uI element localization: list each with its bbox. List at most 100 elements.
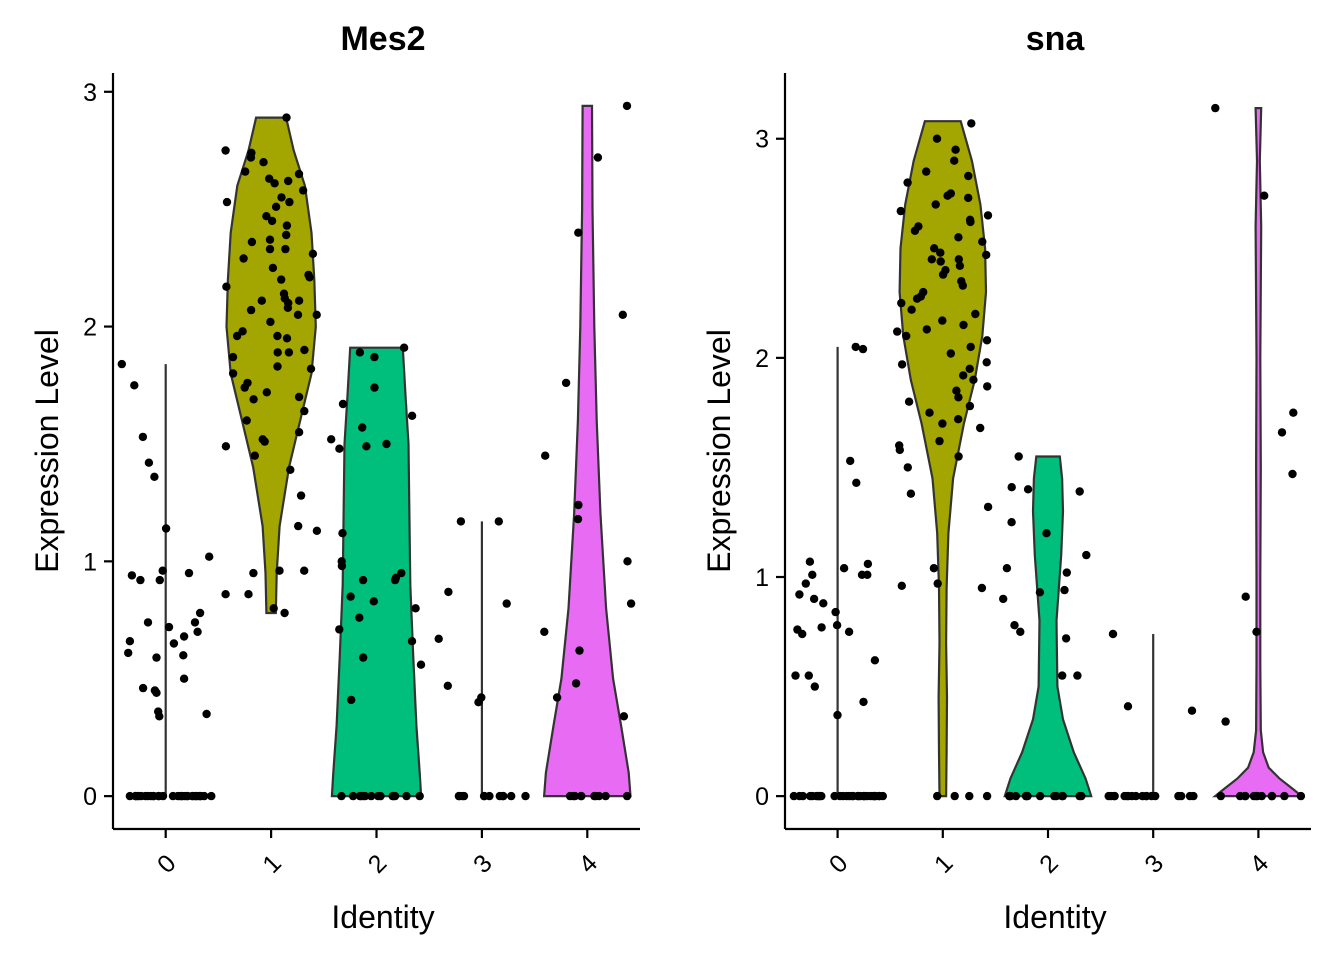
data-point xyxy=(480,791,489,801)
data-point xyxy=(138,432,148,442)
data-point xyxy=(232,331,242,341)
y-tick-label: 0 xyxy=(83,783,97,811)
data-point xyxy=(152,688,161,697)
data-point xyxy=(282,221,292,230)
data-point xyxy=(622,101,632,111)
data-point xyxy=(839,564,849,573)
data-point xyxy=(397,568,406,578)
data-point xyxy=(1289,408,1298,417)
data-point xyxy=(228,352,238,362)
data-point xyxy=(903,178,912,187)
data-point xyxy=(282,334,292,343)
data-point xyxy=(444,587,453,597)
data-point xyxy=(247,237,257,247)
data-point xyxy=(1050,791,1059,801)
data-point xyxy=(577,791,586,801)
violin-2 xyxy=(1003,455,1093,798)
data-point xyxy=(938,419,947,428)
data-point xyxy=(863,559,873,569)
data-point xyxy=(1058,671,1067,680)
data-point xyxy=(155,712,164,721)
data-point xyxy=(164,622,174,632)
data-point xyxy=(296,491,306,500)
x-tick-label: 2 xyxy=(363,849,393,879)
data-point xyxy=(789,791,799,801)
data-point xyxy=(969,375,978,384)
data-point xyxy=(152,653,161,662)
data-point xyxy=(931,200,940,209)
data-point xyxy=(195,608,205,618)
data-point xyxy=(205,552,214,561)
x-tick-label: 2 xyxy=(1034,849,1064,879)
data-point xyxy=(1108,629,1118,639)
data-point xyxy=(202,709,211,719)
data-point xyxy=(922,167,931,176)
data-point xyxy=(370,352,379,362)
data-point xyxy=(306,364,316,373)
data-point xyxy=(798,791,808,801)
y-tick-label: 3 xyxy=(755,126,769,154)
data-point xyxy=(207,791,216,801)
data-point xyxy=(817,791,826,801)
data-point xyxy=(117,359,127,369)
data-point xyxy=(305,273,314,282)
data-point xyxy=(502,599,511,608)
data-point xyxy=(268,263,278,273)
x-tick-label: 0 xyxy=(824,849,854,879)
data-point xyxy=(294,428,304,437)
data-point xyxy=(906,489,916,498)
data-point xyxy=(1006,791,1015,801)
data-point xyxy=(294,169,304,179)
data-point xyxy=(1110,791,1119,801)
data-point xyxy=(308,249,318,258)
data-point xyxy=(285,197,294,207)
data-point xyxy=(273,348,282,357)
data-point xyxy=(273,331,282,341)
data-point xyxy=(127,571,137,580)
data-point xyxy=(298,186,308,195)
data-point xyxy=(565,791,575,801)
data-point xyxy=(238,327,247,336)
data-point xyxy=(362,442,371,451)
data-point xyxy=(390,575,400,585)
data-point xyxy=(249,568,258,578)
data-point xyxy=(277,275,286,284)
data-point xyxy=(952,386,961,395)
data-point xyxy=(260,437,269,446)
data-point xyxy=(954,415,963,424)
data-point xyxy=(958,281,967,290)
data-point xyxy=(954,233,963,242)
data-point xyxy=(965,364,974,373)
x-axis-label: Identity xyxy=(1003,899,1106,935)
data-point xyxy=(851,342,860,352)
data-point xyxy=(1151,791,1160,801)
data-point xyxy=(1288,469,1297,479)
data-point xyxy=(262,388,271,397)
data-point xyxy=(358,423,367,432)
data-point xyxy=(286,465,295,474)
data-point xyxy=(1280,791,1289,801)
data-point xyxy=(809,594,819,604)
data-point xyxy=(910,226,920,235)
data-point xyxy=(390,791,400,801)
data-point xyxy=(281,244,290,254)
data-point xyxy=(540,627,549,636)
data-point xyxy=(1123,702,1133,711)
data-point xyxy=(1252,627,1261,636)
data-point xyxy=(179,674,189,683)
data-point xyxy=(221,590,230,599)
data-point xyxy=(275,566,284,575)
data-point xyxy=(955,261,965,270)
data-point xyxy=(819,599,828,608)
data-point xyxy=(1082,550,1091,560)
data-point xyxy=(179,632,189,641)
data-point xyxy=(950,156,959,165)
data-point xyxy=(965,791,974,801)
data-point xyxy=(346,592,355,601)
data-point xyxy=(971,309,980,319)
y-tick-label: 3 xyxy=(83,79,97,107)
data-point xyxy=(415,791,424,801)
data-point xyxy=(976,423,985,433)
data-point xyxy=(907,305,916,314)
data-point xyxy=(893,327,902,336)
